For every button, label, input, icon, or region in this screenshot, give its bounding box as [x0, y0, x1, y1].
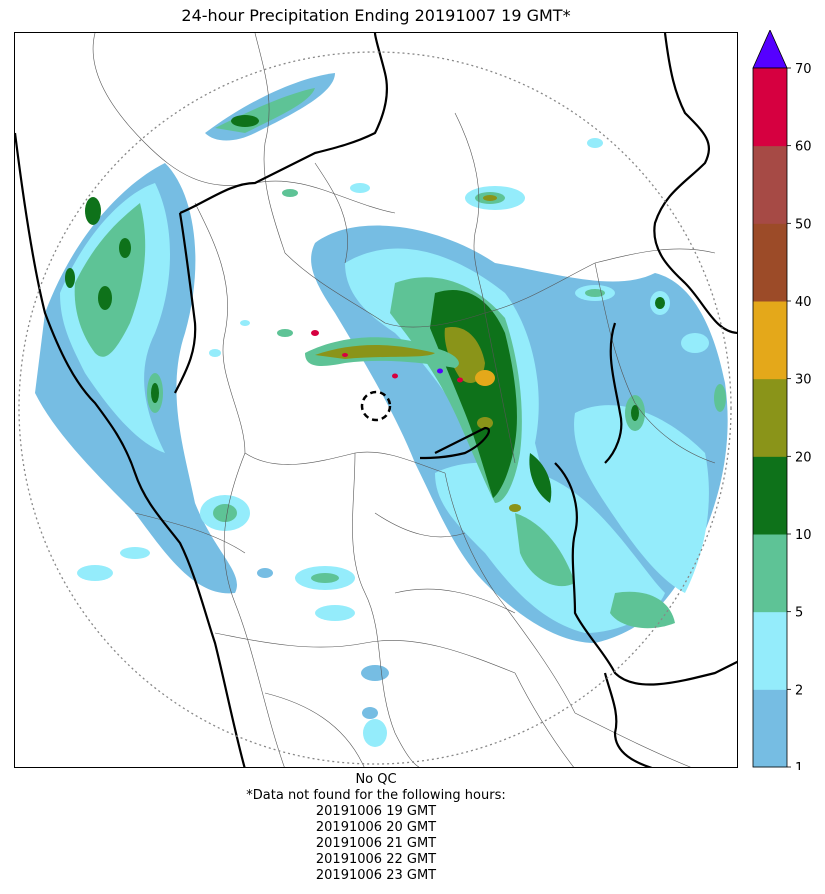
radar-location-marker [360, 390, 392, 422]
precipitation-field [35, 73, 728, 747]
colorbar: 1 2 5 10 20 30 40 50 60 70 [752, 29, 812, 776]
colorbar-bin [753, 378, 787, 457]
colorbar-svg: 1 2 5 10 20 30 40 50 60 70 [752, 29, 812, 776]
colorbar-tick-label: 1 [795, 761, 803, 770]
colorbar-bin [753, 145, 787, 224]
missing-hour: 20191006 20 GMT [315, 820, 437, 835]
colorbar-bin [753, 223, 787, 302]
radar-map[interactable] [14, 32, 738, 768]
missing-hour: 20191006 23 GMT [315, 868, 437, 883]
missing-data-note: *Data not found for the following hours: [246, 788, 506, 803]
missing-hour: 20191006 21 GMT [315, 836, 437, 851]
colorbar-overflow-triangle [752, 29, 788, 69]
range-ring [18, 51, 732, 765]
colorbar-tick-label: 20 [795, 450, 812, 465]
colorbar-tick-label: 40 [795, 295, 812, 310]
colorbar-tick-label: 30 [795, 373, 812, 388]
missing-hour: 20191006 22 GMT [315, 852, 437, 867]
colorbar-tick-label: 5 [795, 606, 803, 621]
colorbar-tick-label: 10 [795, 528, 812, 543]
district-boundaries [92, 33, 716, 767]
state-boundaries [15, 33, 737, 767]
colorbar-outline [752, 67, 788, 768]
missing-hour: 20191006 19 GMT [315, 804, 437, 819]
colorbar-tick-label: 70 [795, 62, 812, 77]
colorbar-tick-label: 60 [795, 140, 812, 155]
colorbar-tick-label: 50 [795, 217, 812, 232]
qc-label: No QC [355, 772, 397, 787]
map-canvas [15, 33, 737, 767]
coastline-west [15, 132, 246, 767]
colorbar-bin [753, 301, 787, 380]
colorbar-bin [753, 456, 787, 535]
colorbar-tick-label: 2 [795, 683, 803, 698]
footer-notes: No QC *Data not found for the following … [14, 772, 738, 884]
colorbar-bin [753, 689, 787, 768]
colorbar-bin [753, 534, 787, 613]
chart-title: 24-hour Precipitation Ending 20191007 19… [181, 6, 571, 25]
colorbar-bin [753, 68, 787, 147]
colorbar-bin [753, 611, 787, 690]
